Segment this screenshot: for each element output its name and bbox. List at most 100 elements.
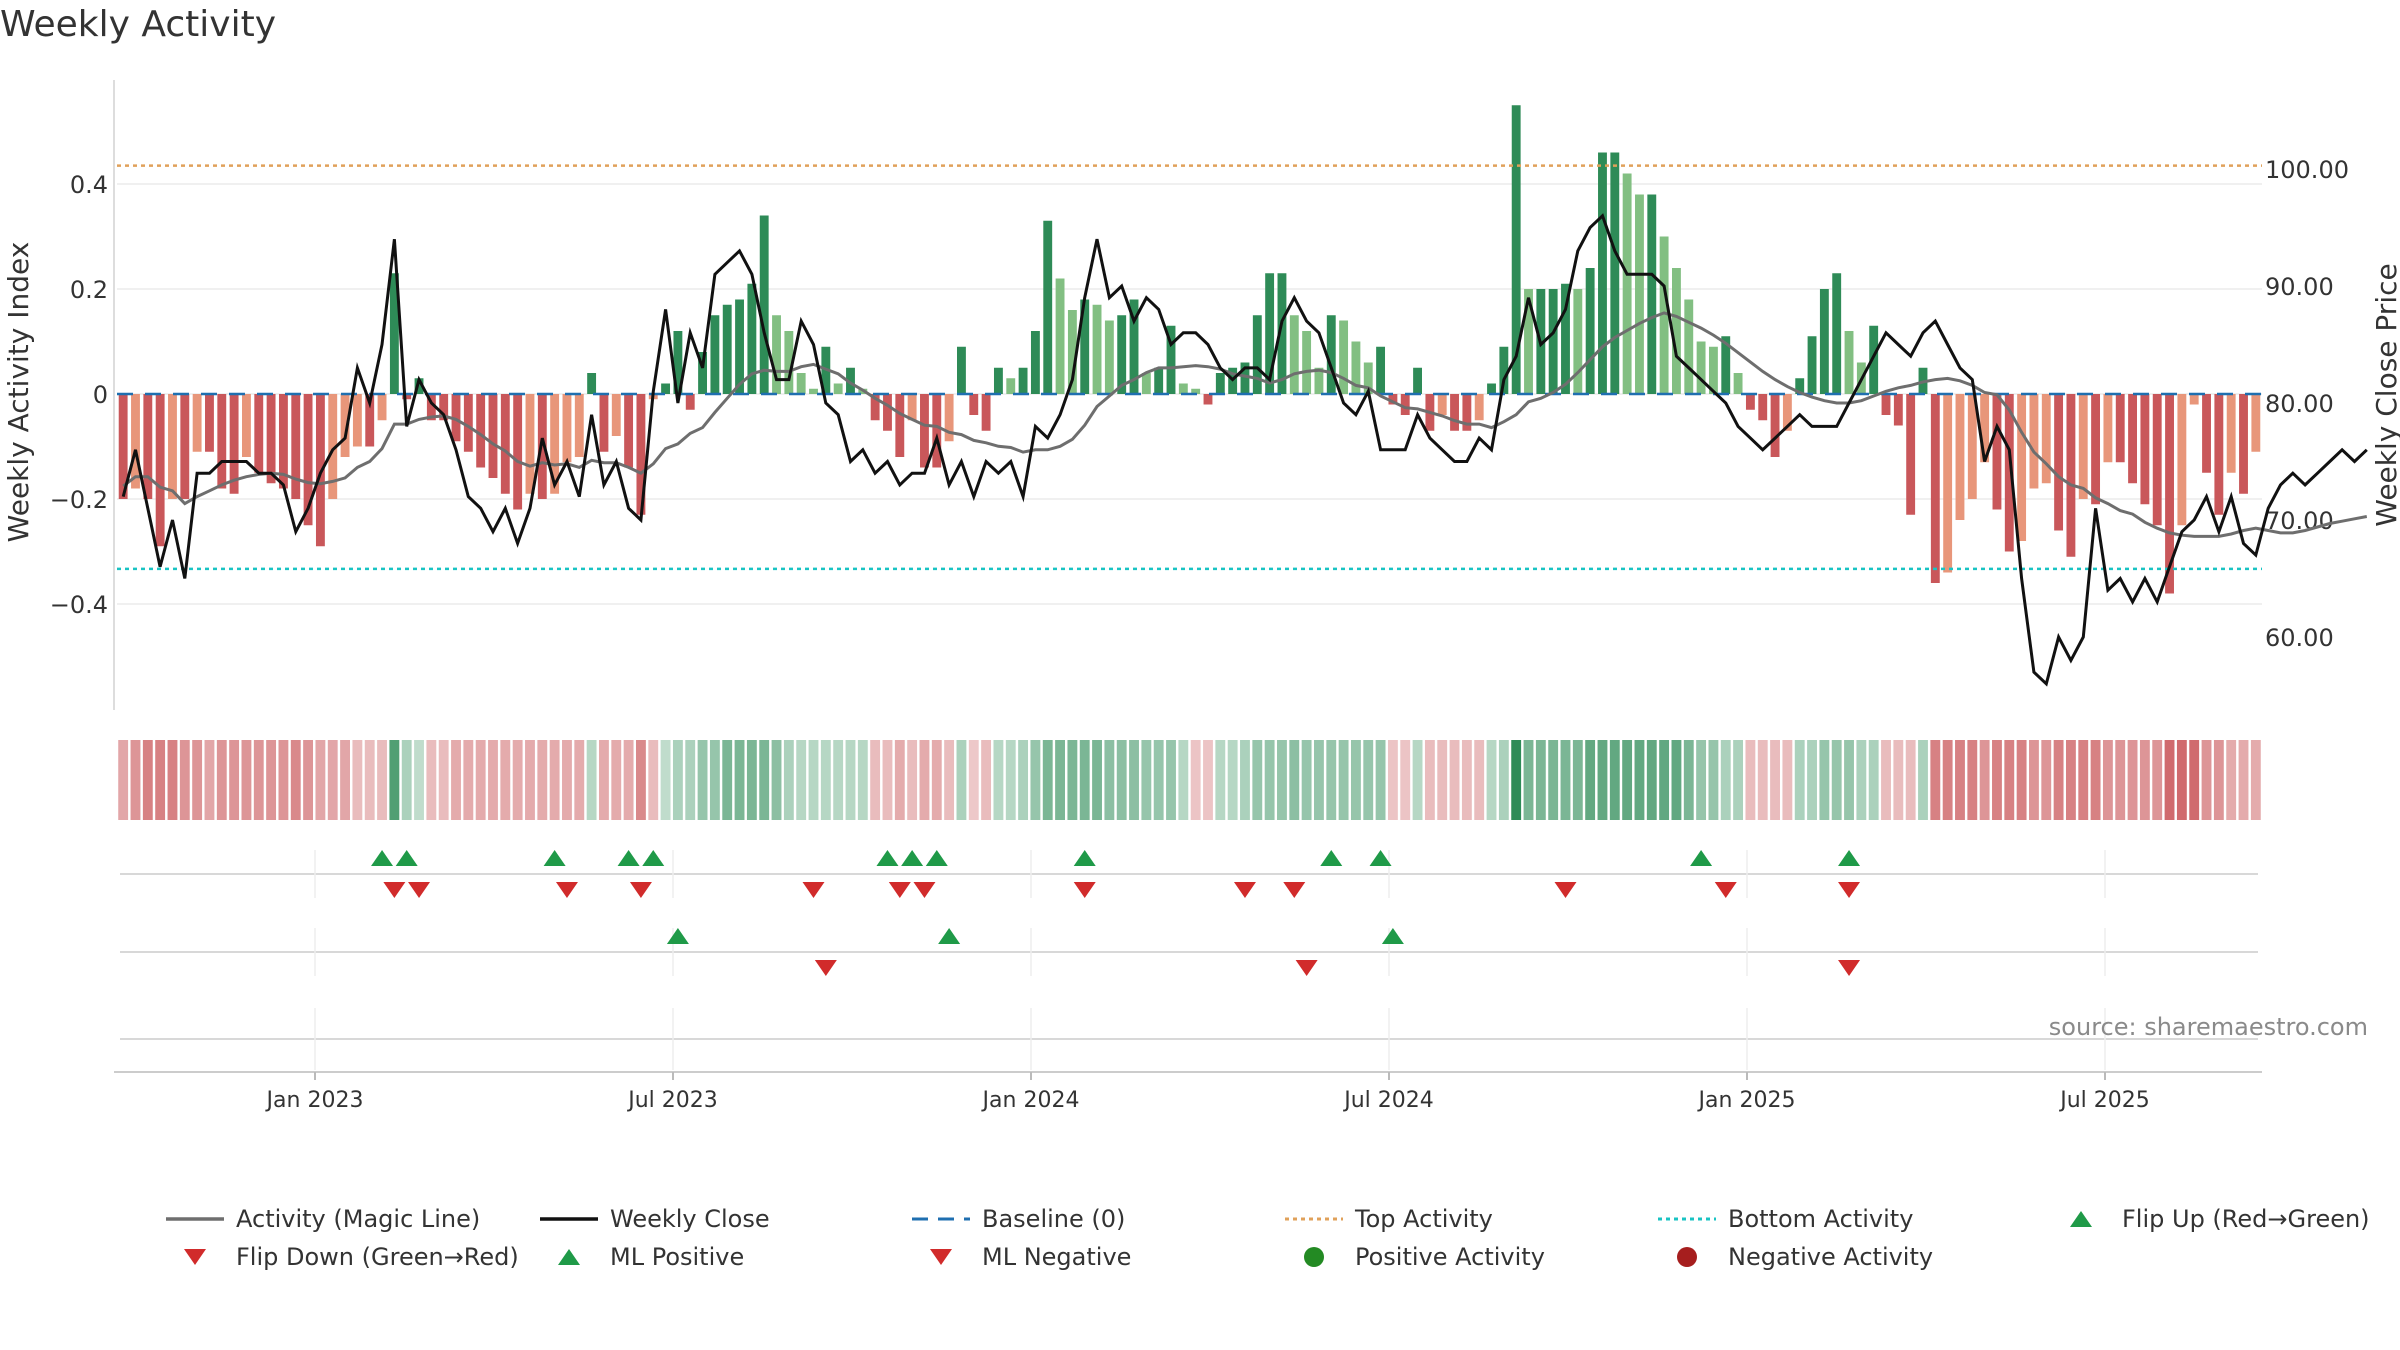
heat-strip-cell	[562, 740, 572, 820]
activity-bar	[1339, 320, 1349, 394]
legend-label: Positive Activity	[1355, 1243, 1545, 1271]
flip-down-marker	[1554, 882, 1577, 898]
heat-strip-cell	[746, 740, 757, 820]
activity-bar	[1708, 346, 1718, 394]
activity-bar	[525, 394, 535, 494]
activity-bar	[205, 394, 214, 452]
heat-strip-cell	[1166, 740, 1176, 820]
heat-strip-cell	[512, 740, 523, 820]
activity-bar	[1154, 367, 1164, 394]
activity-bar	[1881, 394, 1891, 415]
flip-up-marker	[543, 850, 566, 866]
activity-bar	[168, 394, 177, 499]
activity-bar	[365, 394, 375, 447]
heat-strip-cell	[1400, 740, 1411, 820]
heat-strip-cell	[1277, 740, 1287, 820]
activity-bar	[303, 394, 313, 526]
heat-strip-cell	[2065, 740, 2076, 820]
heat-strip-cell	[2213, 740, 2224, 820]
activity-bar	[1289, 315, 1299, 394]
heat-strip-cell	[1844, 740, 1854, 820]
left-tick-label: −0.4	[50, 591, 108, 619]
activity-bar	[796, 373, 806, 394]
activity-bar	[155, 394, 165, 547]
right-axis-title: Weekly Close Price	[2370, 263, 2400, 526]
heat-strip-cell	[1992, 740, 2002, 820]
activity-bar	[131, 394, 140, 489]
heat-strip-cell	[253, 740, 264, 820]
heat-strip-cell	[709, 740, 720, 820]
heat-strip-cell	[2176, 740, 2187, 820]
activity-bar	[1141, 373, 1151, 394]
magic-line	[122, 311, 2368, 538]
activity-bar	[377, 394, 387, 421]
activity-bar	[328, 394, 338, 499]
heat-strip-cell	[327, 740, 338, 820]
heat-strip-cell	[1412, 740, 1423, 820]
activity-bar	[476, 394, 486, 468]
activity-bar	[735, 299, 744, 394]
heat-strip-cell	[882, 740, 893, 820]
heat-strip-cell	[1116, 740, 1127, 820]
flip-up-marker	[901, 850, 924, 866]
heat-strip-cell	[1646, 740, 1657, 820]
activity-bar	[1104, 320, 1114, 394]
activity-bar	[2054, 394, 2064, 531]
legend-item: Flip Up (Red→Green)	[2070, 1205, 2370, 1233]
heat-strip-cell	[635, 740, 646, 820]
heat-strip-cell	[155, 740, 166, 820]
heat-strip-cell	[2115, 740, 2126, 820]
heat-strip-cell	[352, 740, 363, 820]
heat-strip-cell	[1572, 740, 1583, 820]
activity-bar	[1795, 378, 1805, 394]
heat-strip-cell	[364, 740, 375, 820]
heat-strip-cell	[303, 740, 314, 820]
heat-strip-cell	[118, 740, 129, 820]
activity-bar	[2226, 394, 2236, 473]
activity-bar	[2041, 394, 2051, 484]
heat-strip-cell	[1326, 740, 1337, 820]
activity-bar	[587, 373, 597, 394]
heat-strip-cell	[1030, 740, 1041, 820]
heat-strip-cell	[1055, 740, 1065, 820]
legend-label: Activity (Magic Line)	[236, 1205, 480, 1233]
heat-strip-cell	[537, 740, 548, 820]
heat-strip-cell	[241, 740, 252, 820]
activity-bar	[870, 394, 880, 421]
activity-bar	[673, 331, 683, 394]
heat-strip-cell	[1104, 740, 1115, 820]
heat-strip-cell	[734, 740, 745, 820]
activity-bar	[2004, 394, 2014, 552]
heat-strip-cell	[463, 740, 474, 820]
flip-up-marker	[371, 850, 394, 866]
legend-triangle-up-swatch	[558, 1249, 580, 1265]
activity-bar	[1967, 394, 1977, 499]
activity-bar	[426, 394, 436, 421]
activity-bar	[1450, 394, 1459, 431]
ml-positive-marker	[1381, 928, 1404, 944]
heat-strip-cell	[1794, 740, 1805, 820]
heat-strip-cell	[931, 740, 942, 820]
heat-strip-cell	[759, 740, 770, 820]
activity-bar	[266, 394, 276, 484]
heat-strip-cell	[1252, 740, 1263, 820]
legend-label: Top Activity	[1354, 1205, 1493, 1233]
heat-strip-cell	[894, 740, 905, 820]
heat-strip-cell	[1782, 740, 1793, 820]
heat-strip-cell	[1597, 740, 1608, 820]
heat-strip-cell	[130, 740, 141, 820]
heat-strip-cell	[377, 740, 387, 820]
legend-circle-swatch	[1677, 1247, 1697, 1267]
activity-bar	[920, 394, 929, 468]
ml-negative-marker	[1838, 960, 1861, 976]
weekly-close-line	[121, 213, 2368, 687]
heat-strip-cell	[438, 740, 449, 820]
heat-strip-cell	[1955, 740, 1965, 820]
heat-strip-cell	[1733, 740, 1744, 820]
activity-bar	[1573, 289, 1583, 394]
heat-strip-cell	[1437, 740, 1448, 820]
activity-bar	[192, 394, 202, 452]
activity-bar	[1030, 331, 1040, 394]
heat-strip-cell	[697, 740, 708, 820]
heat-strip-cell	[722, 740, 733, 820]
